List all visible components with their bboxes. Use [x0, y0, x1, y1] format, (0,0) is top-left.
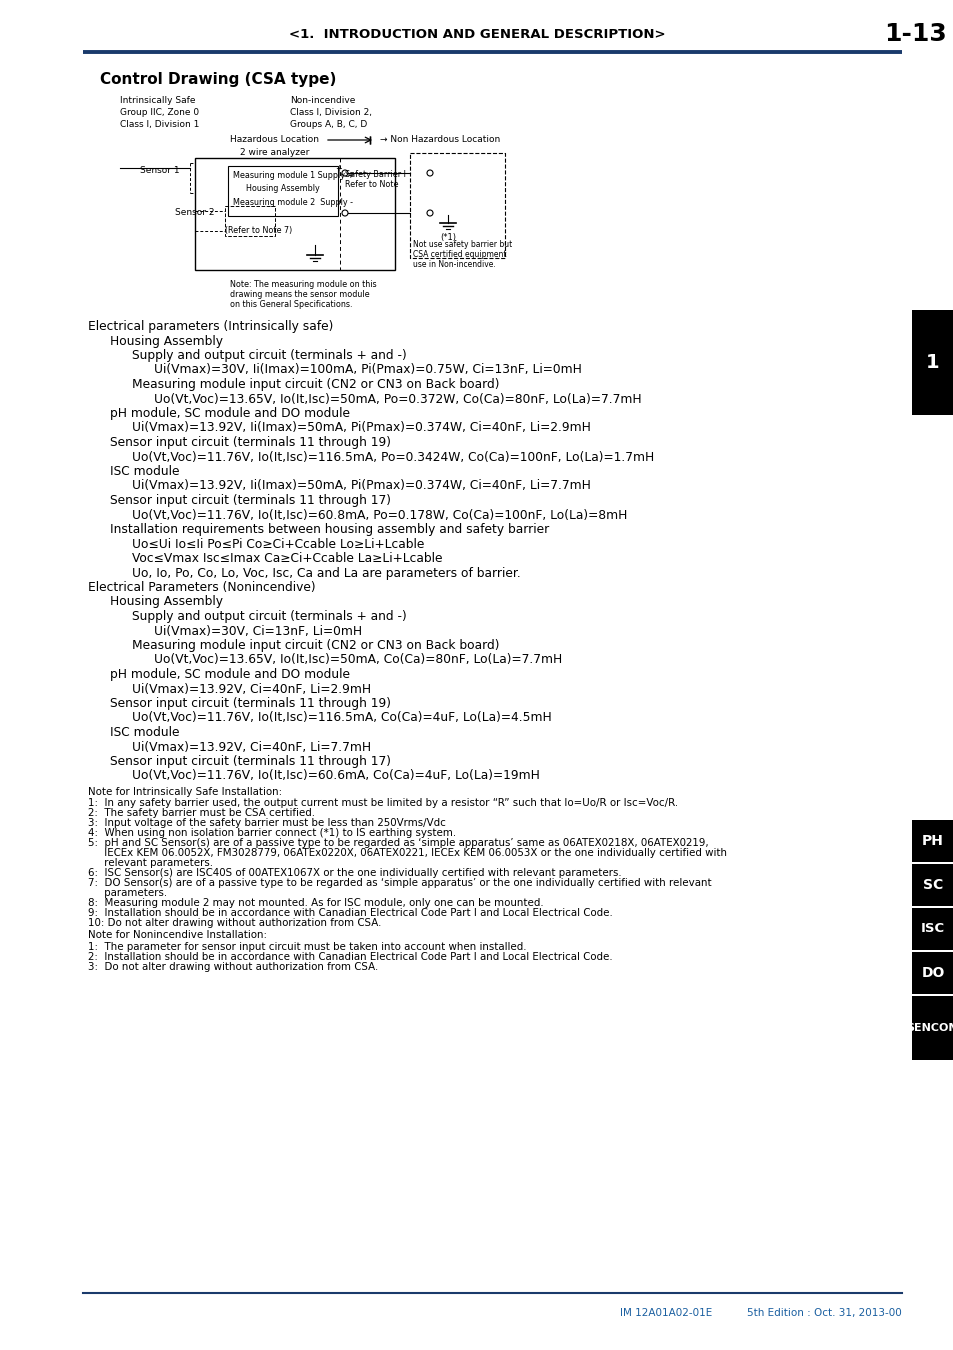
Text: Uo(Vt,Voc)=11.76V, Io(It,Isc)=60.8mA, Po=0.178W, Co(Ca)=100nF, Lo(La)=8mH: Uo(Vt,Voc)=11.76V, Io(It,Isc)=60.8mA, Po…	[132, 509, 627, 521]
Text: Uo(Vt,Voc)=11.76V, Io(It,Isc)=60.6mA, Co(Ca)=4uF, Lo(La)=19mH: Uo(Vt,Voc)=11.76V, Io(It,Isc)=60.6mA, Co…	[132, 769, 539, 783]
Bar	[911, 819, 953, 863]
Text: Sensor input circuit (terminals 11 through 19): Sensor input circuit (terminals 11 throu…	[110, 436, 391, 450]
Text: SENCOM: SENCOM	[905, 1023, 953, 1033]
Text: 8:  Measuring module 2 may not mounted. As for ISC module, only one can be mount: 8: Measuring module 2 may not mounted. A…	[88, 899, 543, 909]
Text: 1:  In any safety barrier used, the output current must be limited by a resistor: 1: In any safety barrier used, the outpu…	[88, 798, 678, 809]
Text: 3:  Do not alter drawing without authorization from CSA.: 3: Do not alter drawing without authoriz…	[88, 963, 377, 972]
Text: → Non Hazardous Location: → Non Hazardous Location	[379, 135, 499, 144]
Text: Refer to Note: Refer to Note	[345, 180, 398, 189]
Text: Uo(Vt,Voc)=11.76V, Io(It,Isc)=116.5mA, Co(Ca)=4uF, Lo(La)=4.5mH: Uo(Vt,Voc)=11.76V, Io(It,Isc)=116.5mA, C…	[132, 711, 551, 725]
Text: 2:  The safety barrier must be CSA certified.: 2: The safety barrier must be CSA certif…	[88, 809, 314, 818]
Text: Uo(Vt,Voc)=11.76V, Io(It,Isc)=116.5mA, Po=0.3424W, Co(Ca)=100nF, Lo(La)=1.7mH: Uo(Vt,Voc)=11.76V, Io(It,Isc)=116.5mA, P…	[132, 451, 654, 463]
Bar	[911, 996, 953, 1060]
Bar	[911, 909, 953, 950]
Text: Housing Assembly: Housing Assembly	[246, 184, 319, 193]
Text: Class I, Division 1: Class I, Division 1	[120, 120, 199, 130]
Text: Ui(Vmax)=13.92V, Ii(Imax)=50mA, Pi(Pmax)=0.374W, Ci=40nF, Li=2.9mH: Ui(Vmax)=13.92V, Ii(Imax)=50mA, Pi(Pmax)…	[132, 421, 590, 435]
Bar	[911, 310, 953, 414]
Text: parameters.: parameters.	[88, 888, 167, 899]
Text: Group IIC, Zone 0: Group IIC, Zone 0	[120, 108, 199, 117]
Text: Ui(Vmax)=13.92V, Ci=40nF, Li=7.7mH: Ui(Vmax)=13.92V, Ci=40nF, Li=7.7mH	[132, 741, 371, 753]
Text: (*1): (*1)	[439, 234, 456, 242]
Text: Sensor input circuit (terminals 11 through 19): Sensor input circuit (terminals 11 throu…	[110, 697, 391, 710]
Text: Uo≤Ui Io≤Ii Po≤Pi Co≥Ci+Ccable Lo≥Li+Lcable: Uo≤Ui Io≤Ii Po≤Pi Co≥Ci+Ccable Lo≥Li+Lca…	[132, 537, 424, 551]
Text: Hazardous Location: Hazardous Location	[230, 135, 318, 144]
Bar	[228, 166, 337, 216]
Text: 1:  The parameter for sensor input circuit must be taken into account when insta: 1: The parameter for sensor input circui…	[88, 942, 526, 952]
Text: Note for Intrinsically Safe Installation:: Note for Intrinsically Safe Installation…	[88, 787, 282, 796]
Text: Measuring module input circuit (CN2 or CN3 on Back board): Measuring module input circuit (CN2 or C…	[132, 639, 499, 652]
Text: Supply and output circuit (terminals + and -): Supply and output circuit (terminals + a…	[132, 610, 406, 622]
Text: Groups A, B, C, D: Groups A, B, C, D	[290, 120, 367, 130]
Text: Sensor input circuit (terminals 11 through 17): Sensor input circuit (terminals 11 throu…	[110, 755, 391, 768]
Text: Uo(Vt,Voc)=13.65V, Io(It,Isc)=50mA, Co(Ca)=80nF, Lo(La)=7.7mH: Uo(Vt,Voc)=13.65V, Io(It,Isc)=50mA, Co(C…	[153, 653, 561, 667]
Bar	[225, 207, 274, 236]
Text: pH module, SC module and DO module: pH module, SC module and DO module	[110, 406, 350, 420]
Text: Non-incendive: Non-incendive	[290, 96, 355, 105]
Text: 7:  DO Sensor(s) are of a passive type to be regarded as ‘simple apparatus’ or t: 7: DO Sensor(s) are of a passive type to…	[88, 879, 711, 888]
Text: Not use safety barrier but: Not use safety barrier but	[413, 240, 512, 248]
Text: 2 wire analyzer: 2 wire analyzer	[240, 148, 309, 157]
Text: Electrical parameters (Intrinsically safe): Electrical parameters (Intrinsically saf…	[88, 320, 333, 333]
Text: Measuring module 1 Supply +: Measuring module 1 Supply +	[233, 171, 354, 180]
Text: 4:  When using non isolation barrier connect (*1) to IS earthing system.: 4: When using non isolation barrier conn…	[88, 829, 456, 838]
Text: ISC: ISC	[920, 922, 944, 936]
Text: Ui(Vmax)=30V, Ci=13nF, Li=0mH: Ui(Vmax)=30V, Ci=13nF, Li=0mH	[153, 625, 362, 637]
Text: Supply and output circuit (terminals + and -): Supply and output circuit (terminals + a…	[132, 350, 406, 362]
Text: ISC module: ISC module	[110, 464, 179, 478]
Bar	[911, 864, 953, 906]
Text: 2:  Installation should be in accordance with Canadian Electrical Code Part I an: 2: Installation should be in accordance …	[88, 952, 612, 963]
Bar	[194, 158, 395, 270]
Text: Uo, Io, Po, Co, Lo, Voc, Isc, Ca and La are parameters of barrier.: Uo, Io, Po, Co, Lo, Voc, Isc, Ca and La …	[132, 567, 520, 579]
Text: Uo(Vt,Voc)=13.65V, Io(It,Isc)=50mA, Po=0.372W, Co(Ca)=80nF, Lo(La)=7.7mH: Uo(Vt,Voc)=13.65V, Io(It,Isc)=50mA, Po=0…	[153, 393, 641, 405]
Text: Ui(Vmax)=13.92V, Ci=40nF, Li=2.9mH: Ui(Vmax)=13.92V, Ci=40nF, Li=2.9mH	[132, 683, 371, 695]
Text: Voc≤Vmax Isc≤Imax Ca≥Ci+Ccable La≥Li+Lcable: Voc≤Vmax Isc≤Imax Ca≥Ci+Ccable La≥Li+Lca…	[132, 552, 442, 566]
Text: 1: 1	[925, 352, 939, 371]
Text: on this General Specifications.: on this General Specifications.	[230, 300, 352, 309]
Text: Intrinsically Safe: Intrinsically Safe	[120, 96, 195, 105]
Text: 6:  ISC Sensor(s) are ISC40S of 00ATEX1067X or the one individually certified wi: 6: ISC Sensor(s) are ISC40S of 00ATEX106…	[88, 868, 621, 879]
Text: Ui(Vmax)=13.92V, Ii(Imax)=50mA, Pi(Pmax)=0.374W, Ci=40nF, Li=7.7mH: Ui(Vmax)=13.92V, Ii(Imax)=50mA, Pi(Pmax)…	[132, 479, 590, 493]
Text: Safety Barrier I: Safety Barrier I	[345, 170, 405, 180]
Text: Installation requirements between housing assembly and safety barrier: Installation requirements between housin…	[110, 522, 549, 536]
Text: IM 12A01A02-01E: IM 12A01A02-01E	[619, 1308, 712, 1318]
Text: 5th Edition : Oct. 31, 2013-00: 5th Edition : Oct. 31, 2013-00	[746, 1308, 901, 1318]
Text: +: +	[335, 163, 341, 173]
Text: 9:  Installation should be in accordance with Canadian Electrical Code Part I an: 9: Installation should be in accordance …	[88, 909, 612, 918]
Text: (Refer to Note 7): (Refer to Note 7)	[225, 225, 292, 235]
Text: Measuring module 2  Supply -: Measuring module 2 Supply -	[233, 198, 353, 207]
Text: CSA certified equipment: CSA certified equipment	[413, 250, 506, 259]
Text: SC: SC	[922, 878, 943, 892]
Text: Measuring module input circuit (CN2 or CN3 on Back board): Measuring module input circuit (CN2 or C…	[132, 378, 499, 392]
Text: 1-13: 1-13	[883, 22, 946, 46]
Bar	[410, 153, 504, 258]
Text: Sensor input circuit (terminals 11 through 17): Sensor input circuit (terminals 11 throu…	[110, 494, 391, 508]
Text: Housing Assembly: Housing Assembly	[110, 595, 223, 609]
Text: Ui(Vmax)=30V, Ii(Imax)=100mA, Pi(Pmax)=0.75W, Ci=13nF, Li=0mH: Ui(Vmax)=30V, Ii(Imax)=100mA, Pi(Pmax)=0…	[153, 363, 581, 377]
Text: Sensor 2: Sensor 2	[174, 208, 214, 217]
Text: drawing means the sensor module: drawing means the sensor module	[230, 290, 369, 298]
Text: 3:  Input voltage of the safety barrier must be less than 250Vrms/Vdc: 3: Input voltage of the safety barrier m…	[88, 818, 445, 829]
Text: pH module, SC module and DO module: pH module, SC module and DO module	[110, 668, 350, 680]
Text: <1.  INTRODUCTION AND GENERAL DESCRIPTION>: <1. INTRODUCTION AND GENERAL DESCRIPTION…	[289, 27, 664, 40]
Text: ISC module: ISC module	[110, 726, 179, 738]
Text: relevant parameters.: relevant parameters.	[88, 859, 213, 868]
Text: Housing Assembly: Housing Assembly	[110, 335, 223, 347]
Text: Class I, Division 2,: Class I, Division 2,	[290, 108, 372, 117]
Text: use in Non-incendive.: use in Non-incendive.	[413, 261, 496, 269]
Text: 5:  pH and SC Sensor(s) are of a passive type to be regarded as ‘simple apparatu: 5: pH and SC Sensor(s) are of a passive …	[88, 838, 708, 849]
Text: Sensor 1: Sensor 1	[140, 166, 179, 176]
Text: IECEx KEM 06.0052X, FM3028779, 06ATEx0220X, 06ATEX0221, IECEx KEM 06.0053X or th: IECEx KEM 06.0052X, FM3028779, 06ATEx022…	[88, 849, 726, 859]
Text: PH: PH	[922, 834, 943, 848]
Bar	[911, 952, 953, 994]
Text: Note: The measuring module on this: Note: The measuring module on this	[230, 279, 376, 289]
Text: DO: DO	[921, 967, 943, 980]
Text: Control Drawing (CSA type): Control Drawing (CSA type)	[100, 72, 336, 86]
Text: 10: Do not alter drawing without authorization from CSA.: 10: Do not alter drawing without authori…	[88, 918, 381, 929]
Text: Note for Nonincendive Installation:: Note for Nonincendive Installation:	[88, 930, 267, 941]
Text: Electrical Parameters (Nonincendive): Electrical Parameters (Nonincendive)	[88, 580, 315, 594]
